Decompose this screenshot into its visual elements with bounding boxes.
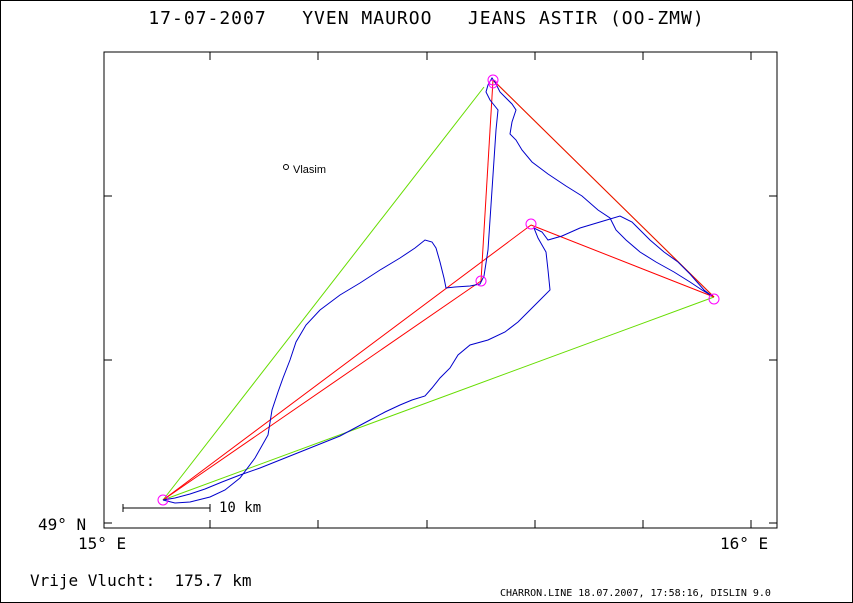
task-legs xyxy=(162,79,715,501)
flight-type-label: Vrije Vlucht: xyxy=(30,571,156,590)
lat-label: 49° N xyxy=(38,515,87,534)
map-border xyxy=(103,51,778,529)
footer-info: CHARRON.LINE 18.07.2007, 17:58:16, DISLI… xyxy=(500,588,771,599)
distance-value: 175.7 km xyxy=(174,571,252,590)
city-marker-icon xyxy=(283,164,289,170)
gps-track xyxy=(162,77,713,504)
turnpoints xyxy=(157,74,720,506)
turnpoint-2 xyxy=(487,74,499,86)
lon-ticks xyxy=(209,52,752,528)
distance-summary: Vrije Vlucht: 175.7 km xyxy=(30,571,252,590)
flight-title: 17-07-2007 YVEN MAUROO JEANS ASTIR (OO-Z… xyxy=(148,8,705,29)
turnpoint-3 xyxy=(708,293,720,305)
closing-lines xyxy=(162,79,715,501)
lat-ticks xyxy=(104,195,777,524)
turnpoint-1 xyxy=(475,275,487,287)
turnpoint-4 xyxy=(525,218,537,230)
scale-label: 10 km xyxy=(219,500,262,516)
lon-right-label: 16° E xyxy=(720,534,769,553)
scale-bar xyxy=(122,504,211,512)
turnpoint-2b xyxy=(488,79,498,89)
turnpoint-start xyxy=(157,494,169,506)
city-label: Vlasim xyxy=(293,164,327,176)
lon-left-label: 15° E xyxy=(78,534,127,553)
